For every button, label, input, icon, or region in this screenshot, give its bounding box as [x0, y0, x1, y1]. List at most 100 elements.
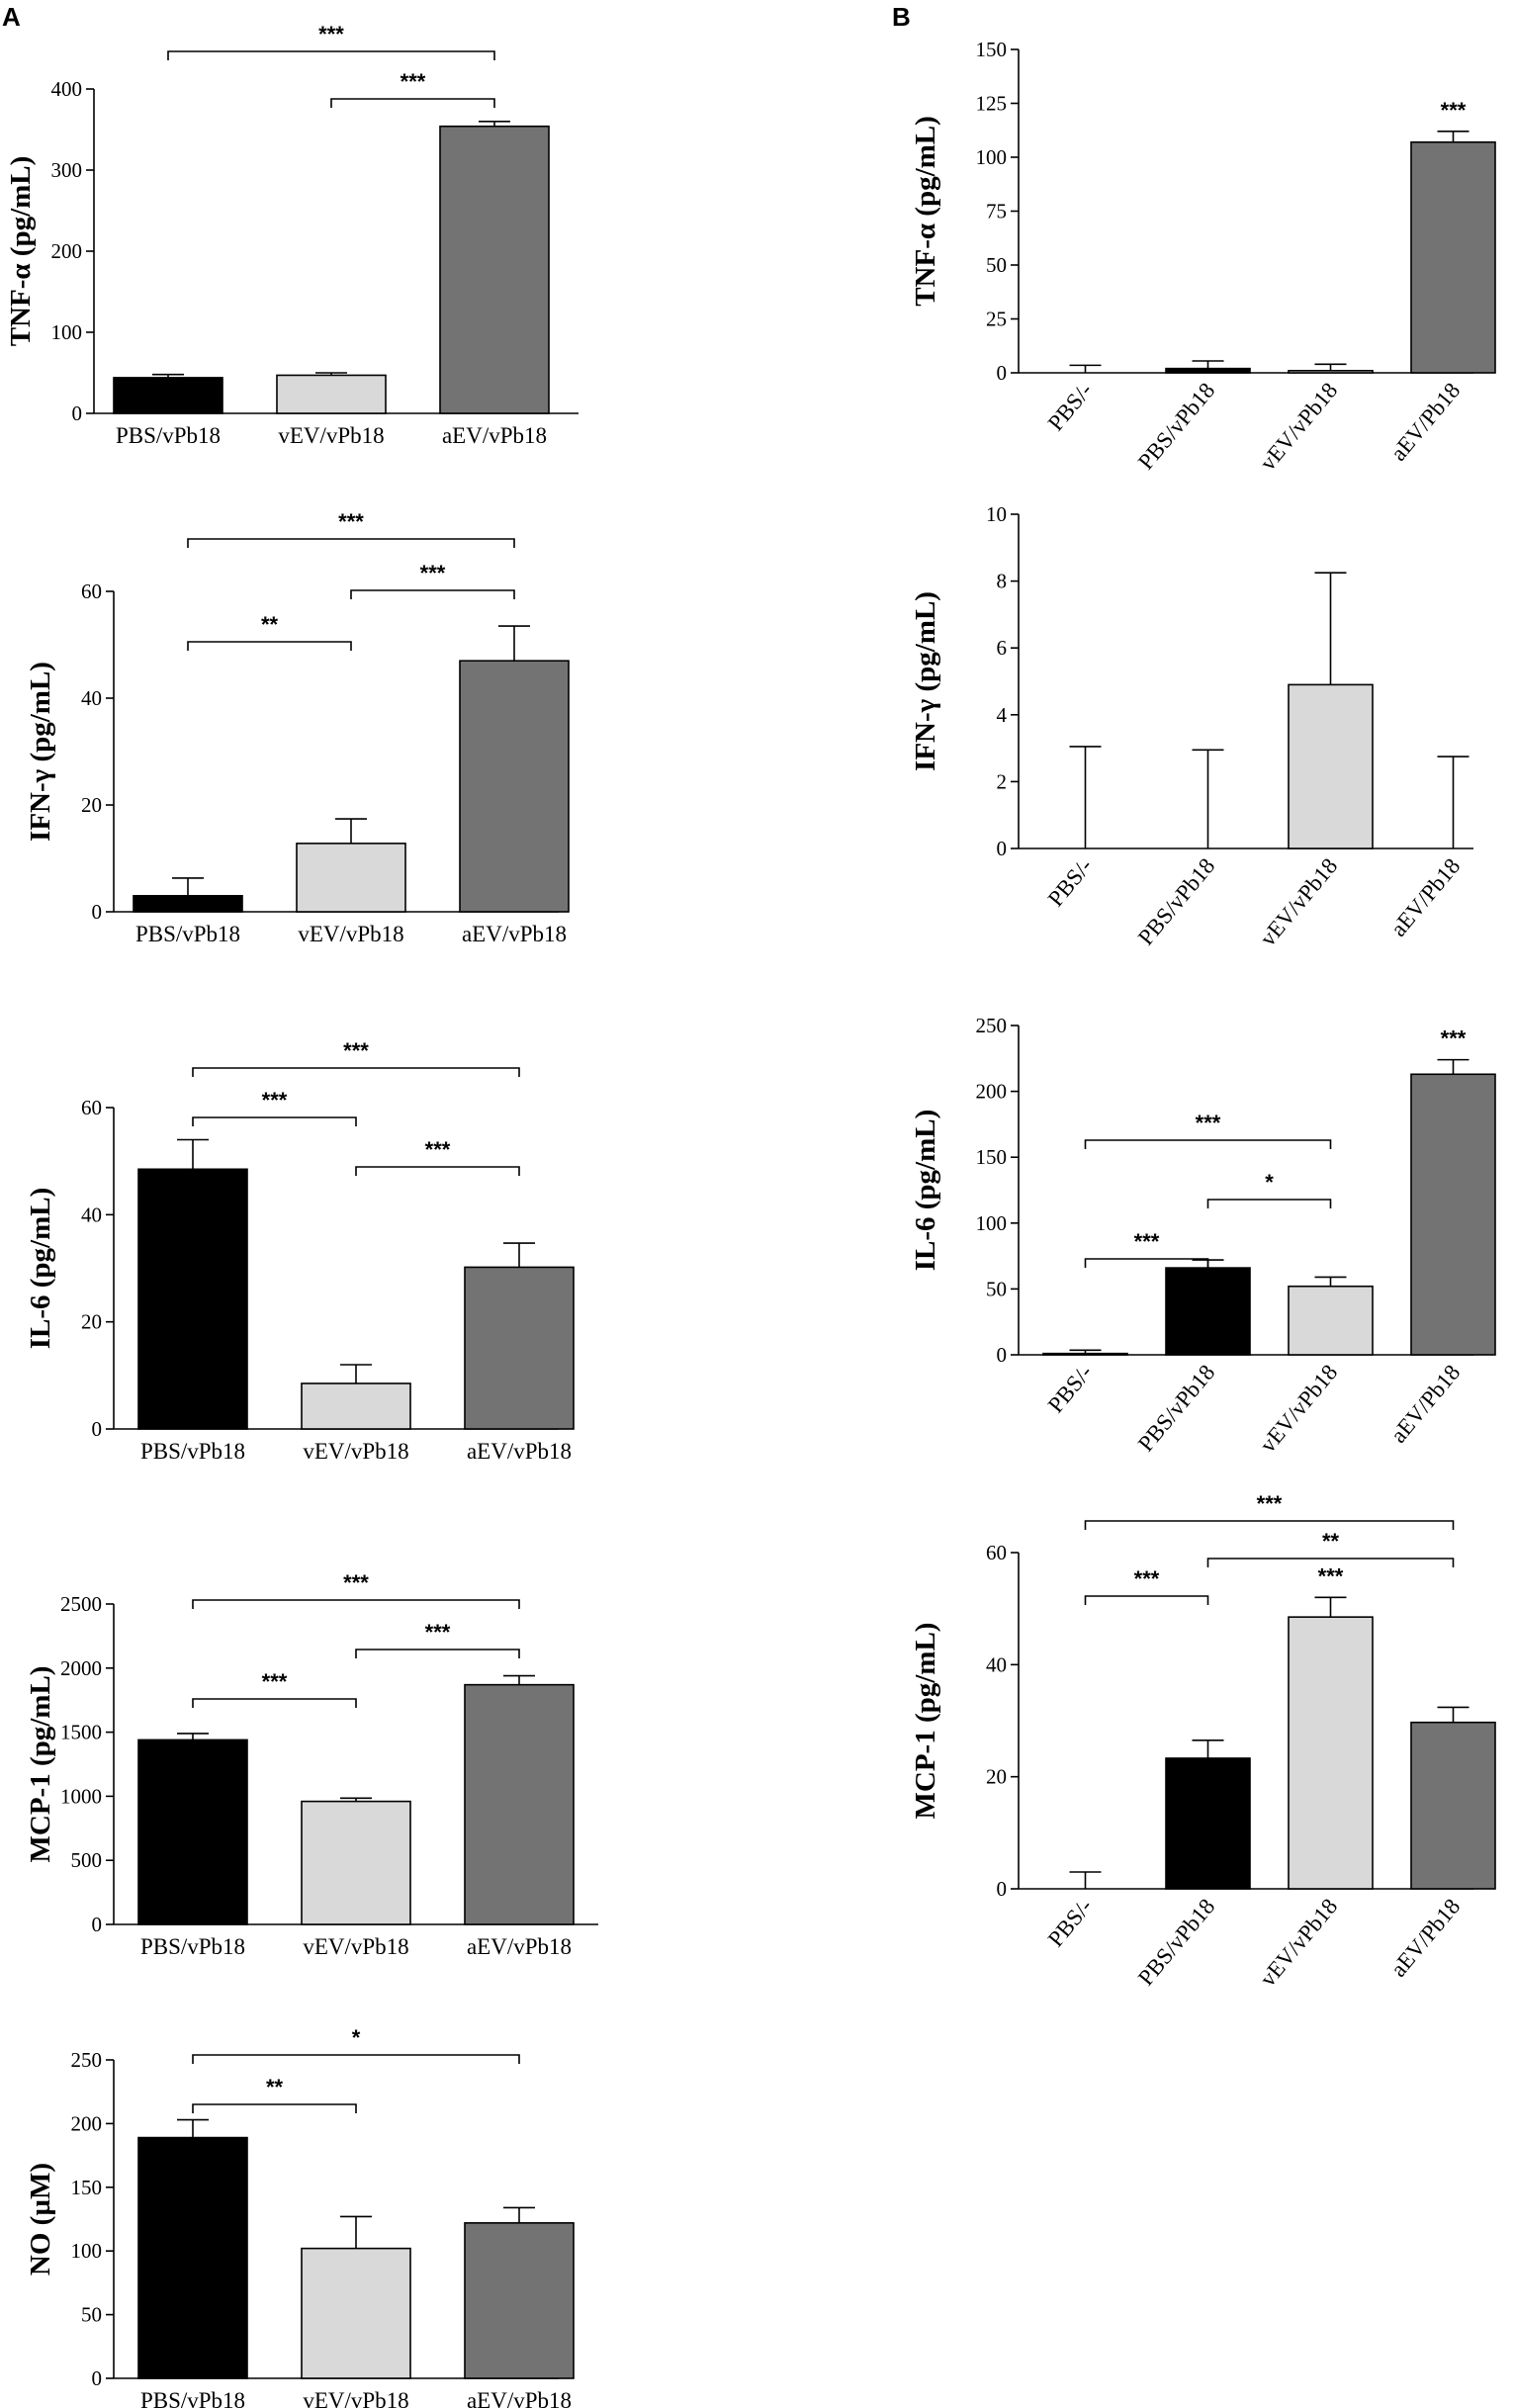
- bar: [137, 1168, 248, 1430]
- y-tick-label: 125: [976, 92, 1008, 116]
- category-label: PBS/vPb18: [1133, 1894, 1219, 1990]
- significance-label: ***: [318, 22, 344, 46]
- y-tick-label: 8: [997, 570, 1008, 593]
- y-tick-label: 150: [71, 2176, 103, 2199]
- y-tick-label: 0: [997, 361, 1008, 385]
- significance-label: ***: [338, 509, 364, 534]
- category-label: vEV/vPb18: [298, 922, 403, 946]
- y-tick-label: 40: [986, 1652, 1007, 1676]
- category-label: PBS/vPb18: [135, 922, 240, 946]
- significance-bracket: [167, 50, 495, 60]
- y-axis-label: TNF-α (pg/mL): [5, 156, 37, 347]
- bar: [301, 1800, 411, 1925]
- significance-label: ***: [343, 1570, 369, 1595]
- y-tick-label: 150: [976, 38, 1008, 61]
- category-label: PBS/-: [1043, 1894, 1097, 1951]
- category-label: PBS/-: [1043, 853, 1097, 911]
- bar: [1288, 1285, 1374, 1356]
- y-tick-label: 1500: [60, 1721, 102, 1744]
- category-label: PBS/vPb18: [140, 1439, 245, 1464]
- significance-label: ***: [1441, 98, 1467, 123]
- category-label: PBS/-: [1043, 1360, 1097, 1417]
- y-tick-label: 4: [997, 703, 1008, 727]
- category-label: aEV/vPb18: [442, 423, 547, 448]
- significance-label: ***: [425, 1137, 451, 1162]
- bar: [464, 2222, 575, 2379]
- significance-bracket: [355, 1166, 520, 1176]
- y-tick-label: 0: [997, 1343, 1008, 1367]
- y-axis-label: MCP-1 (pg/mL): [910, 1623, 941, 1820]
- significance-label: ***: [1196, 1111, 1221, 1135]
- y-tick-label: 40: [81, 1203, 102, 1226]
- y-tick-label: 60: [81, 580, 102, 603]
- y-tick-label: 0: [92, 2366, 103, 2390]
- y-tick-label: 500: [71, 1848, 103, 1872]
- significance-bracket: [1084, 1520, 1455, 1530]
- y-tick-label: 200: [71, 2111, 103, 2135]
- significance-bracket: [330, 98, 495, 108]
- y-tick-label: 20: [81, 1310, 102, 1334]
- significance-bracket: [1084, 1139, 1332, 1149]
- bar: [459, 660, 570, 913]
- y-tick-label: 50: [986, 1277, 1007, 1300]
- significance-bracket: [192, 1067, 520, 1077]
- category-label: vEV/vPb18: [1255, 1360, 1342, 1457]
- bar: [137, 2136, 248, 2379]
- y-tick-label: 200: [976, 1080, 1008, 1104]
- significance-bracket: [1206, 1199, 1332, 1208]
- y-tick-label: 40: [81, 686, 102, 710]
- y-tick-label: 2000: [60, 1656, 102, 1680]
- significance-label: ***: [1441, 1026, 1467, 1051]
- category-label: PBS/vPb18: [140, 2388, 245, 2408]
- bar: [1288, 370, 1374, 374]
- y-tick-label: 1000: [60, 1784, 102, 1808]
- category-label: aEV/vPb18: [467, 1934, 572, 1959]
- panel-label-a: A: [2, 2, 21, 32]
- significance-bracket: [187, 538, 515, 548]
- y-tick-label: 0: [997, 1877, 1008, 1901]
- y-axis-label: IL-6 (pg/mL): [910, 1110, 941, 1272]
- y-tick-label: 25: [986, 308, 1007, 331]
- significance-bracket: [192, 2103, 357, 2113]
- significance-bracket: [1084, 1595, 1209, 1605]
- bar: [464, 1266, 575, 1430]
- chart-B-tnf: 0 25 50 75 100 125 150 TNF-α (pg/mL) PBS/- PBS/vP…: [910, 38, 1496, 475]
- y-tick-label: 200: [51, 239, 83, 263]
- y-tick-label: 100: [976, 1211, 1008, 1235]
- category-label: vEV/vPb18: [303, 1439, 408, 1464]
- significance-bracket: [187, 641, 352, 651]
- significance-bracket: [192, 2054, 520, 2064]
- y-axis-label: MCP-1 (pg/mL): [25, 1666, 56, 1863]
- significance-label: ***: [1318, 1563, 1344, 1588]
- chart-A-mcp: 0 500 1000 1500 2000 2500 MCP-1 (pg/mL) PBS/vPb…: [25, 1570, 598, 1959]
- category-label: PBS/vPb18: [1133, 853, 1219, 949]
- y-tick-label: 60: [81, 1096, 102, 1119]
- significance-label: ***: [262, 1088, 288, 1113]
- significance-label: ***: [1134, 1229, 1160, 1254]
- bar: [1165, 1267, 1251, 1356]
- category-label: aEV/vPb18: [467, 1439, 572, 1464]
- bar: [1288, 683, 1374, 849]
- chart-B-ifn: 0 2 4 6 8 10 IFN-γ (pg/mL) PBS/- PBS/vPb18 vEV/vP…: [910, 502, 1473, 950]
- y-axis-label: IFN-γ (pg/mL): [910, 591, 941, 771]
- chart-B-mcp: 0 20 40 60 MCP-1 (pg/mL) PBS/- PBS/vPb18 vEV/vP…: [910, 1491, 1496, 1991]
- significance-label: ***: [420, 561, 446, 585]
- chart-A-ifn: 0 20 40 60 IFN-γ (pg/mL) PBS/vPb18 vEV/vPb18 aE…: [25, 509, 570, 946]
- significance-label: ***: [1134, 1566, 1160, 1591]
- significance-label: **: [1322, 1529, 1340, 1554]
- category-label: aEV/vPb18: [467, 2388, 572, 2408]
- category-label: PBS/-: [1043, 378, 1097, 435]
- y-axis-label: IFN-γ (pg/mL): [25, 662, 56, 842]
- category-label: vEV/vPb18: [1255, 853, 1342, 950]
- bar: [1165, 1757, 1251, 1890]
- bar: [1165, 367, 1251, 374]
- significance-label: **: [261, 612, 279, 637]
- panel-label-b: B: [892, 2, 911, 32]
- y-tick-label: 0: [92, 1913, 103, 1936]
- y-tick-label: 100: [976, 145, 1008, 169]
- y-tick-label: 20: [81, 793, 102, 817]
- y-tick-label: 100: [51, 320, 83, 344]
- y-tick-label: 10: [986, 502, 1007, 526]
- significance-label: ***: [1257, 1491, 1283, 1516]
